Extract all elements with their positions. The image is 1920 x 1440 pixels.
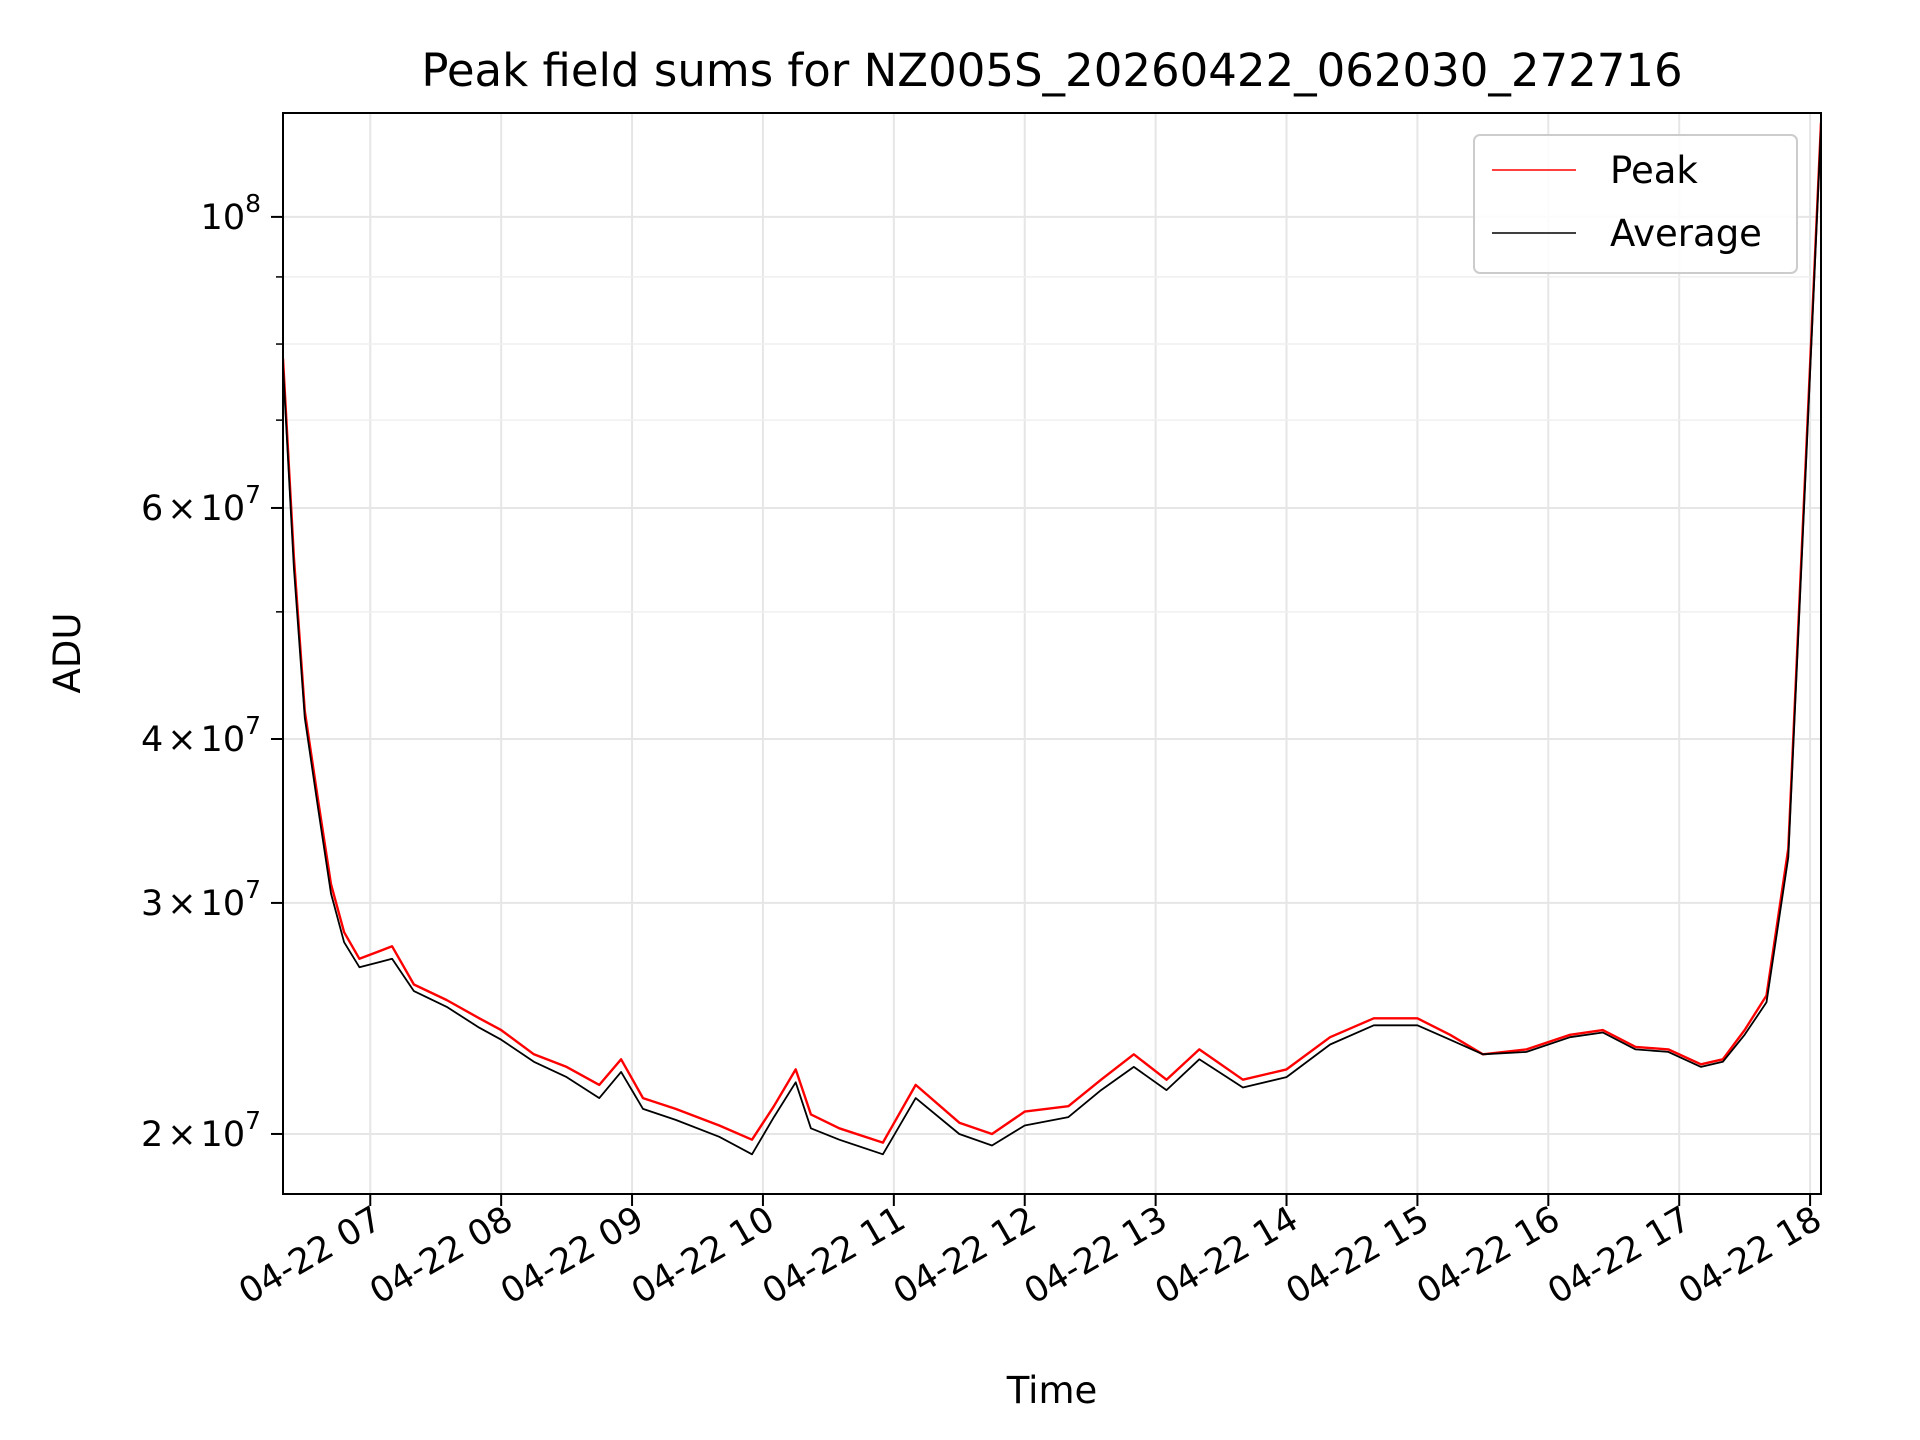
legend-label-peak: Peak xyxy=(1610,149,1698,192)
y-tick-label: 6 × 107 xyxy=(141,480,261,529)
y-tick-exponent: 7 xyxy=(245,711,261,740)
y-tick-base: 10 xyxy=(201,884,246,924)
y-tick-label: 2 × 107 xyxy=(141,1106,261,1155)
y-tick-times: × xyxy=(167,720,196,760)
y-tick-exponent: 7 xyxy=(245,875,261,904)
y-tick-exponent: 7 xyxy=(245,480,261,509)
y-tick-times: × xyxy=(167,1115,196,1155)
grid xyxy=(283,113,1821,1194)
y-tick-base: 10 xyxy=(201,489,246,529)
y-tick-mantissa: 2 xyxy=(141,1115,163,1155)
y-tick-label: 3 × 107 xyxy=(141,875,261,924)
x-axis-label: Time xyxy=(1006,1369,1098,1412)
y-tick-mantissa: 4 xyxy=(141,720,163,760)
series-line-average xyxy=(283,127,1821,1156)
y-tick-base: 10 xyxy=(201,720,246,760)
y-tick-exponent: 7 xyxy=(245,1106,261,1135)
y-tick-label: 108 xyxy=(201,189,261,238)
y-tick-label: 4 × 107 xyxy=(141,711,261,760)
legend: Peak Average xyxy=(1473,134,1798,274)
y-tick-base: 10 xyxy=(201,198,246,238)
series-line-peak xyxy=(283,122,1821,1144)
y-tick-exponent: 8 xyxy=(245,189,261,218)
y-tick-times: × xyxy=(167,884,196,924)
y-tick-times: × xyxy=(167,489,196,529)
y-tick-base: 10 xyxy=(201,1115,246,1155)
y-axis-label: ADU xyxy=(46,613,89,694)
y-tick-mantissa: 3 xyxy=(141,884,163,924)
plot-frame xyxy=(282,112,1822,1195)
series-layer xyxy=(283,122,1821,1156)
chart-title: Peak field sums for NZ005S_20260422_0620… xyxy=(421,44,1682,97)
y-tick-mantissa: 6 xyxy=(141,489,163,529)
legend-label-average: Average xyxy=(1610,212,1762,255)
